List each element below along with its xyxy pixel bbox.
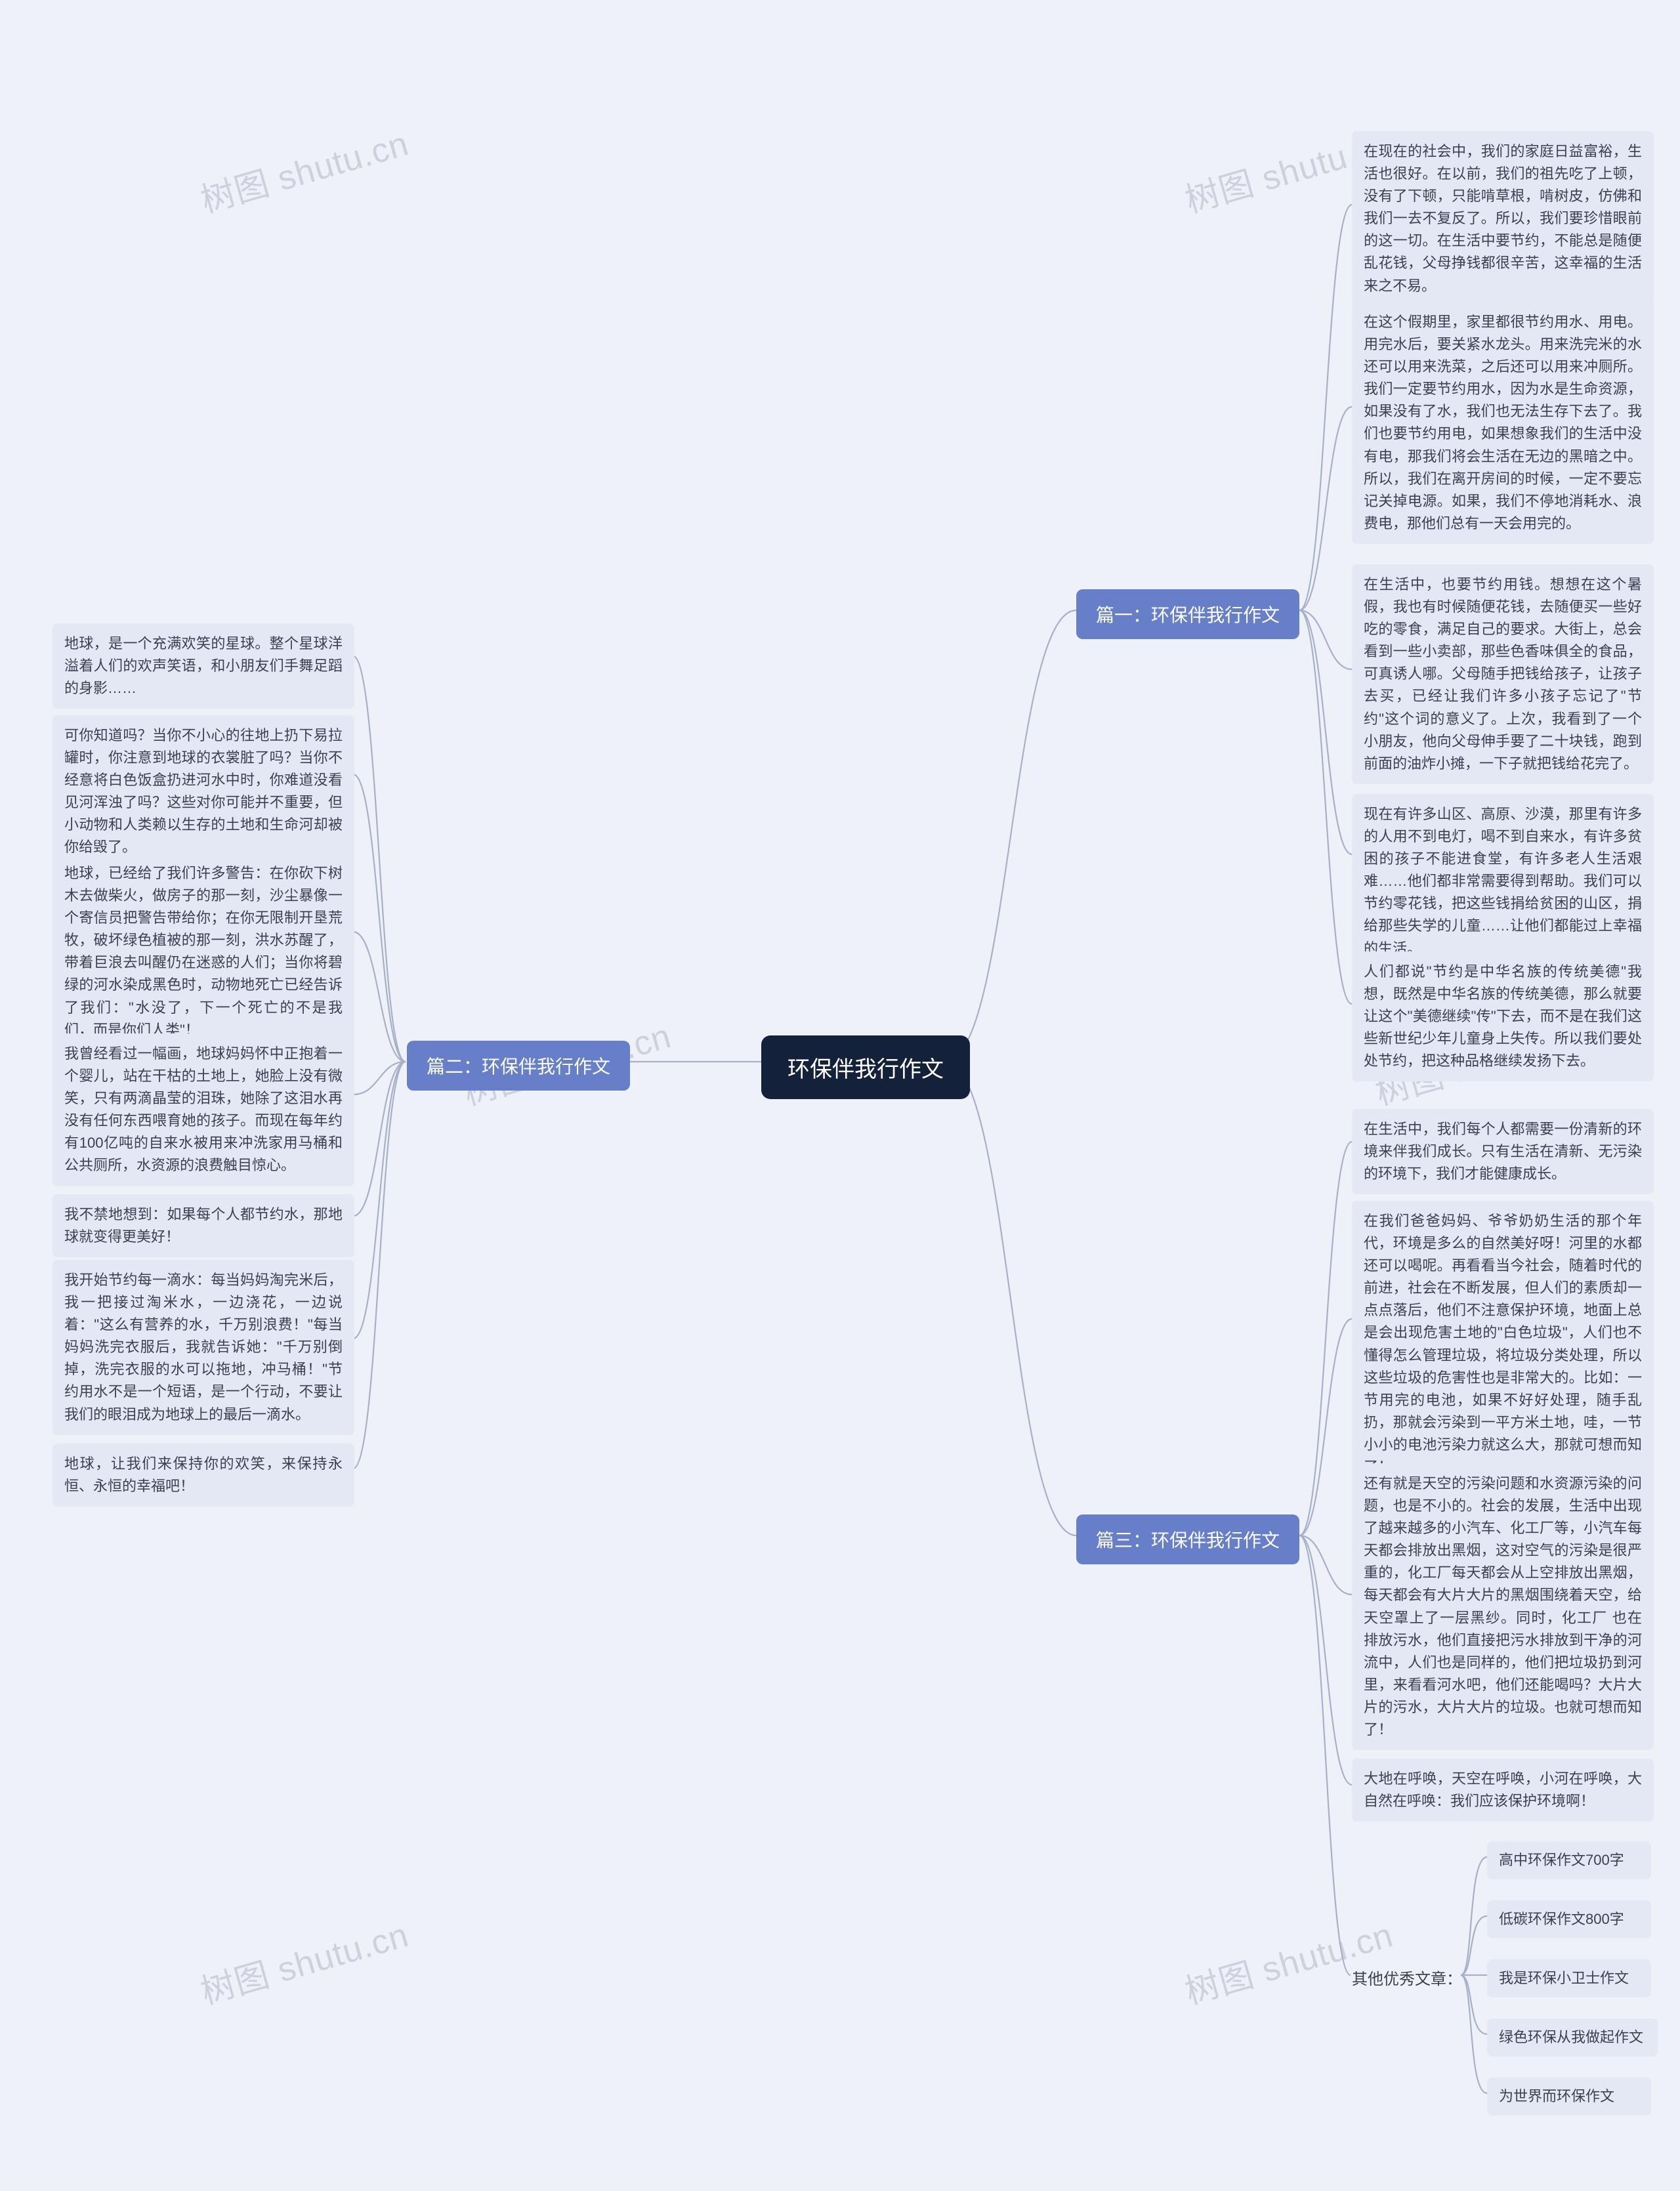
leaf-node[interactable]: 人们都说"节约是中华名族的传统美德"我想，既然是中华名族的传统美德，那么就要让这… xyxy=(1352,951,1654,1081)
watermark: 树图 shutu.cn xyxy=(194,1908,413,2014)
leaf-node[interactable]: 低碳环保作文800字 xyxy=(1487,1900,1651,1938)
mindmap-canvas: 树图 shutu.cn 树图 shutu.cn 树图 shutu.cn 树图 s… xyxy=(0,0,1680,2191)
leaf-node[interactable]: 在我们爸爸妈妈、爷爷奶奶生活的那个年代，环境是多么的自然美好呀！河里的水都还可以… xyxy=(1352,1201,1654,1488)
leaf-node[interactable]: 在生活中，也要节约用钱。想想在这个暑假，我也有时候随便花钱，去随便买一些好吃的零… xyxy=(1352,564,1654,784)
branch-node-3[interactable]: 篇三：环保伴我行作文 xyxy=(1076,1514,1299,1564)
leaf-node[interactable]: 地球，已经给了我们许多警告：在你砍下树木去做柴火，做房子的那一刻，沙尘暴像一个寄… xyxy=(52,853,354,1051)
watermark: 树图 shutu.cn xyxy=(194,116,413,222)
branch-node-1[interactable]: 篇一：环保伴我行作文 xyxy=(1076,589,1299,639)
leaf-node[interactable]: 我不禁地想到：如果每个人都节约水，那地球就变得更美好！ xyxy=(52,1194,354,1257)
leaf-node[interactable]: 大地在呼唤，天空在呼唤，小河在呼唤，大自然在呼唤：我们应该保护环境啊！ xyxy=(1352,1759,1654,1822)
leaf-node[interactable]: 在这个假期里，家里都很节约用水、用电。用完水后，要关紧水龙头。用来洗完米的水还可… xyxy=(1352,302,1654,544)
leaf-node[interactable]: 我曾经看过一幅画，地球妈妈怀中正抱着一个婴儿，站在干枯的土地上，她脸上没有微笑，… xyxy=(52,1033,354,1186)
leaf-node[interactable]: 我是环保小卫士作文 xyxy=(1487,1959,1651,1997)
watermark: 树图 shutu.cn xyxy=(1179,1908,1398,2014)
leaf-node[interactable]: 为世界而环保作文 xyxy=(1487,2077,1651,2116)
branch-node-2[interactable]: 篇二：环保伴我行作文 xyxy=(407,1041,630,1091)
root-node[interactable]: 环保伴我行作文 xyxy=(761,1035,970,1099)
leaf-node[interactable]: 绿色环保从我做起作文 xyxy=(1487,2018,1658,2056)
leaf-node[interactable]: 现在有许多山区、高原、沙漠，那里有许多的人用不到电灯，喝不到自来水，有许多贫困的… xyxy=(1352,794,1654,969)
leaf-node[interactable]: 地球，是一个充满欢笑的星球。整个星球洋溢着人们的欢声笑语，和小朋友们手舞足蹈的身… xyxy=(52,623,354,709)
leaf-node[interactable]: 地球，让我们来保持你的欢笑，来保持永恒、永恒的幸福吧！ xyxy=(52,1444,354,1507)
leaf-node[interactable]: 可你知道吗？当你不小心的往地上扔下易拉罐时，你注意到地球的衣裳脏了吗？当你不经意… xyxy=(52,715,354,868)
leaf-node[interactable]: 在现在的社会中，我们的家庭日益富裕，生活也很好。在以前，我们的祖先吃了上顿，没有… xyxy=(1352,131,1654,306)
leaf-node[interactable]: 还有就是天空的污染问题和水资源污染的问题，也是不小的。社会的发展，生活中出现了越… xyxy=(1352,1463,1654,1750)
leaf-node[interactable]: 我开始节约每一滴水：每当妈妈淘完米后，我一把接过淘米水，一边浇花，一边说着："这… xyxy=(52,1260,354,1435)
leaf-node[interactable]: 在生活中，我们每个人都需要一份清新的环境来伴我们成长。只有生活在清新、无污染的环… xyxy=(1352,1109,1654,1194)
leaf-node[interactable]: 高中环保作文700字 xyxy=(1487,1841,1651,1879)
subgroup-label[interactable]: 其他优秀文章： xyxy=(1352,1966,1462,1989)
